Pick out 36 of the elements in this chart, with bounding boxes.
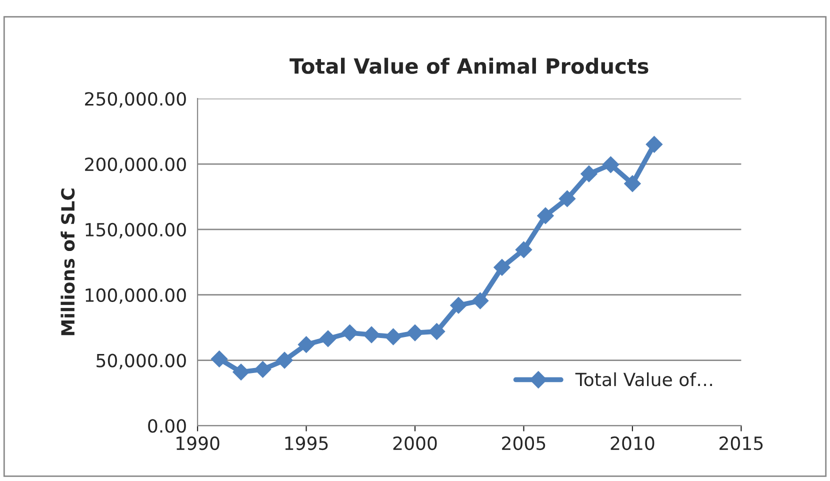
y-axis-title: Millions of SLC	[60, 188, 75, 336]
point	[406, 324, 424, 342]
y-tick-label: 50,000.00	[96, 354, 186, 370]
legend-label: Total Value of…	[575, 372, 712, 386]
point	[558, 190, 576, 208]
point	[580, 165, 598, 182]
x-tick-label: 2000	[393, 436, 437, 450]
point	[537, 207, 554, 224]
y-tick-label: 250,000.00	[85, 92, 186, 108]
x-tick-label: 2010	[610, 436, 654, 450]
y-tick-label: 200,000.00	[85, 157, 186, 173]
point	[472, 292, 489, 310]
point	[494, 259, 510, 276]
point	[254, 361, 272, 378]
point	[384, 328, 402, 346]
point	[276, 352, 293, 369]
y-tick-label: 0.00	[148, 419, 186, 433]
x-tick-label: 2015	[720, 436, 763, 450]
point	[320, 330, 336, 348]
x-tick-label: 2005	[502, 436, 546, 450]
y-tick-label: 100,000.00	[86, 288, 186, 304]
point	[428, 323, 446, 340]
point	[298, 336, 315, 353]
point	[602, 156, 620, 174]
x-tick-label: 1990	[176, 436, 220, 450]
point	[515, 241, 532, 258]
point	[210, 350, 228, 368]
x-tick-label: 1995	[285, 436, 328, 450]
point	[624, 175, 641, 192]
point	[450, 296, 467, 314]
point	[232, 364, 250, 380]
point	[646, 136, 663, 153]
chart-title: Total Value of Animal Products	[290, 58, 648, 74]
y-tick-label: 150,000.00	[86, 222, 186, 238]
point	[363, 326, 380, 344]
point	[341, 324, 358, 342]
